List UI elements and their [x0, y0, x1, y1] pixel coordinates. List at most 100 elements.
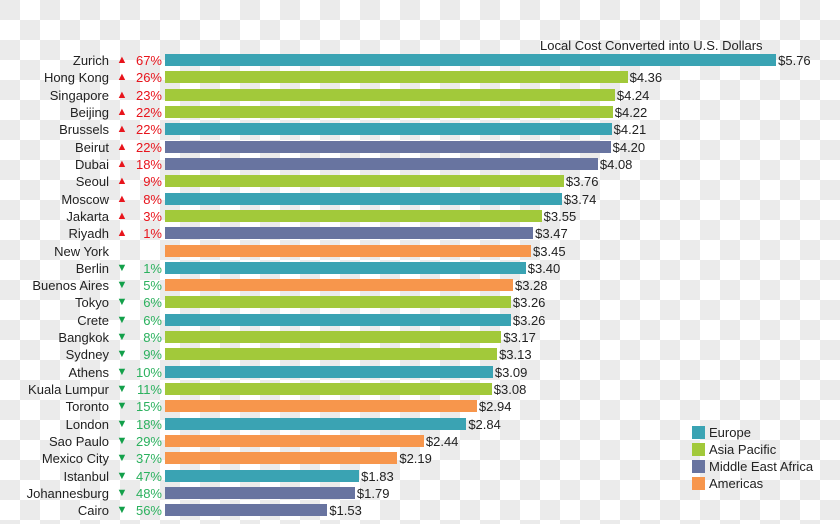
category-label: Toronto: [65, 399, 109, 415]
bar: [165, 296, 511, 309]
chart-row: Brussels ▲ 22% $4.21: [0, 121, 840, 138]
bar: [165, 88, 615, 101]
change-percent: 47%: [135, 468, 162, 484]
value-label: $4.22: [614, 104, 648, 120]
value-label: $4.24: [616, 87, 650, 103]
bar: [165, 417, 467, 430]
triangle-up-icon: ▲: [116, 123, 128, 136]
change-percent: 6%: [143, 312, 162, 328]
triangle-up-icon: ▲: [116, 157, 128, 170]
chart-row: Berlin ▼ 1% $3.40: [0, 260, 840, 277]
bar: [165, 279, 513, 292]
value-label: $3.45: [533, 243, 566, 259]
triangle-down-icon: ▼: [116, 504, 128, 517]
value-label: $4.08: [599, 156, 633, 172]
bar: [165, 140, 611, 153]
bar: [165, 123, 612, 136]
triangle-down-icon: ▼: [116, 417, 128, 430]
category-label: Jakarta: [66, 208, 109, 224]
chart-row: Sydney ▼ 9% $3.13: [0, 346, 840, 363]
category-label: London: [65, 416, 109, 432]
bar: [165, 192, 562, 205]
change-percent: 26%: [135, 70, 162, 86]
triangle-down-icon: ▼: [116, 348, 128, 361]
category-label: Bangkok: [58, 330, 109, 346]
chart-row: Toronto ▼ 15% $2.94: [0, 398, 840, 415]
change-percent: 23%: [135, 87, 162, 103]
category-label: Sydney: [65, 347, 109, 363]
legend-item: Americas: [692, 475, 813, 492]
triangle-up-icon: ▲: [116, 71, 128, 84]
category-label: Hong Kong: [43, 70, 109, 86]
triangle-up-icon: ▲: [116, 54, 128, 66]
category-label: Crete: [77, 312, 109, 328]
category-label: Singapore: [49, 87, 109, 103]
change-percent: 9%: [143, 174, 162, 190]
change-percent: 5%: [143, 278, 162, 294]
value-label: $1.83: [361, 468, 394, 484]
triangle-down-icon: ▼: [116, 296, 128, 309]
legend-swatch-icon: [692, 460, 705, 473]
chart-row: Istanbul ▼ 47% $1.83: [0, 468, 840, 485]
category-label: Moscow: [61, 191, 109, 207]
legend-item: Middle East Africa: [692, 458, 813, 475]
category-label: Beirut: [75, 139, 109, 155]
value-label: $3.76: [565, 174, 599, 190]
change-percent: 56%: [135, 503, 162, 519]
triangle-down-icon: ▼: [116, 331, 128, 344]
legend-label: Americas: [709, 476, 764, 491]
category-label: Buenos Aires: [32, 278, 109, 294]
legend-swatch-icon: [692, 477, 705, 490]
bar: [165, 244, 532, 257]
legend-item: Asia Pacific: [692, 441, 813, 458]
legend-swatch-icon: [692, 443, 705, 456]
triangle-down-icon: ▼: [116, 487, 128, 499]
bar: [165, 487, 355, 499]
value-label: $3.55: [543, 208, 577, 224]
value-label: $1.79: [356, 486, 390, 501]
bar: [165, 261, 526, 274]
change-percent: 22%: [135, 104, 162, 120]
chart-row: Tokyo ▼ 6% $3.26: [0, 294, 840, 311]
chart-row: Crete ▼ 6% $3.26: [0, 312, 840, 329]
value-label: $5.76: [778, 53, 811, 68]
triangle-down-icon: ▼: [116, 435, 128, 448]
triangle-down-icon: ▼: [116, 383, 128, 396]
value-label: $3.08: [493, 382, 527, 398]
change-percent: 18%: [135, 416, 162, 432]
legend-label: Europe: [709, 425, 751, 440]
category-label: Kuala Lumpur: [28, 382, 109, 398]
category-label: Athens: [68, 364, 109, 380]
category-label: Dubai: [75, 156, 109, 172]
category-label: Sao Paulo: [49, 434, 109, 450]
triangle-down-icon: ▼: [116, 365, 128, 378]
triangle-up-icon: ▲: [116, 88, 128, 101]
chart-row: Moscow ▲ 8% $3.74: [0, 191, 840, 208]
change-percent: 8%: [143, 330, 162, 346]
change-percent: 22%: [135, 122, 162, 138]
chart-row: Cairo ▼ 56% $1.53: [0, 502, 840, 519]
value-label: $3.40: [527, 260, 561, 276]
chart-row: Hong Kong ▲ 26% $4.36: [0, 69, 840, 86]
chart-row: Bangkok ▼ 8% $3.17: [0, 329, 840, 346]
bar: [165, 209, 542, 222]
category-label: Johannesburg: [26, 486, 109, 501]
change-percent: 48%: [135, 486, 162, 501]
category-label: Cairo: [77, 503, 109, 519]
category-label: New York: [54, 243, 109, 259]
change-percent: 37%: [135, 451, 162, 467]
chart-row: Seoul ▲ 9% $3.76: [0, 173, 840, 190]
value-label: $3.28: [515, 278, 548, 294]
chart-row: Beirut ▲ 22% $4.20: [0, 139, 840, 156]
change-percent: 15%: [135, 399, 162, 415]
triangle-up-icon: ▲: [116, 175, 128, 188]
category-label: Mexico City: [41, 451, 109, 467]
value-label: $1.53: [329, 503, 362, 519]
bar: [165, 105, 613, 118]
value-label: $3.17: [503, 330, 536, 346]
value-label: $3.13: [499, 347, 532, 363]
chart-row: Sao Paulo ▼ 29% $2.44: [0, 433, 840, 450]
triangle-down-icon: ▼: [116, 279, 128, 292]
bar: [165, 469, 360, 482]
